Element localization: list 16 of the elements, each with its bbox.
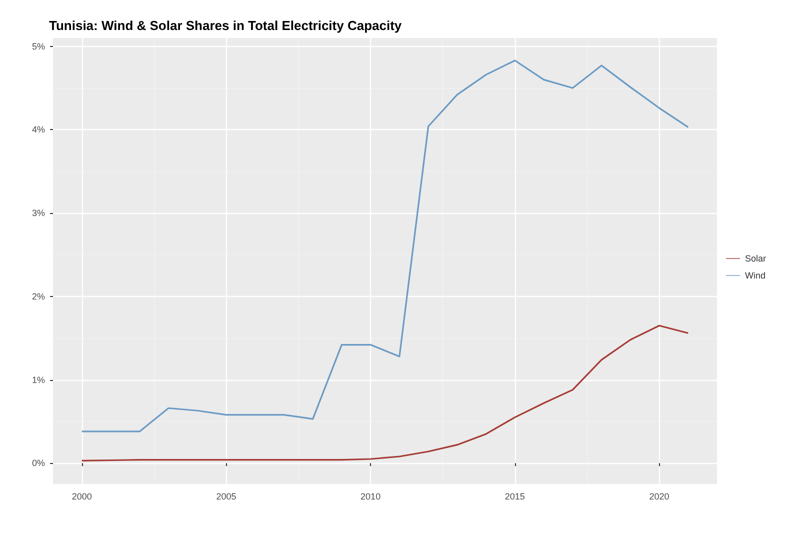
- x-tick-label: 2020: [649, 492, 670, 502]
- x-tick-label: 2005: [216, 492, 236, 502]
- legend-label: Solar: [744, 254, 766, 264]
- y-tick-label: 5%: [32, 41, 45, 52]
- legend-label: Wind: [744, 270, 766, 280]
- y-tick-label: 0%: [32, 458, 45, 468]
- y-tick-label: 2%: [32, 291, 45, 302]
- chart-title: Tunisia: Wind & Solar Shares in Total Electricity Capacity: [49, 18, 402, 33]
- y-tick-label: 3%: [32, 208, 45, 218]
- x-tick-label: 2010: [360, 492, 381, 502]
- y-tick-label: 1%: [32, 374, 45, 385]
- line-series: [81, 324, 689, 462]
- y-tick-label: 4%: [32, 124, 45, 135]
- x-tick-label: 2000: [72, 492, 92, 502]
- line-series: [81, 60, 689, 432]
- x-tick-label: 2015: [504, 492, 525, 502]
